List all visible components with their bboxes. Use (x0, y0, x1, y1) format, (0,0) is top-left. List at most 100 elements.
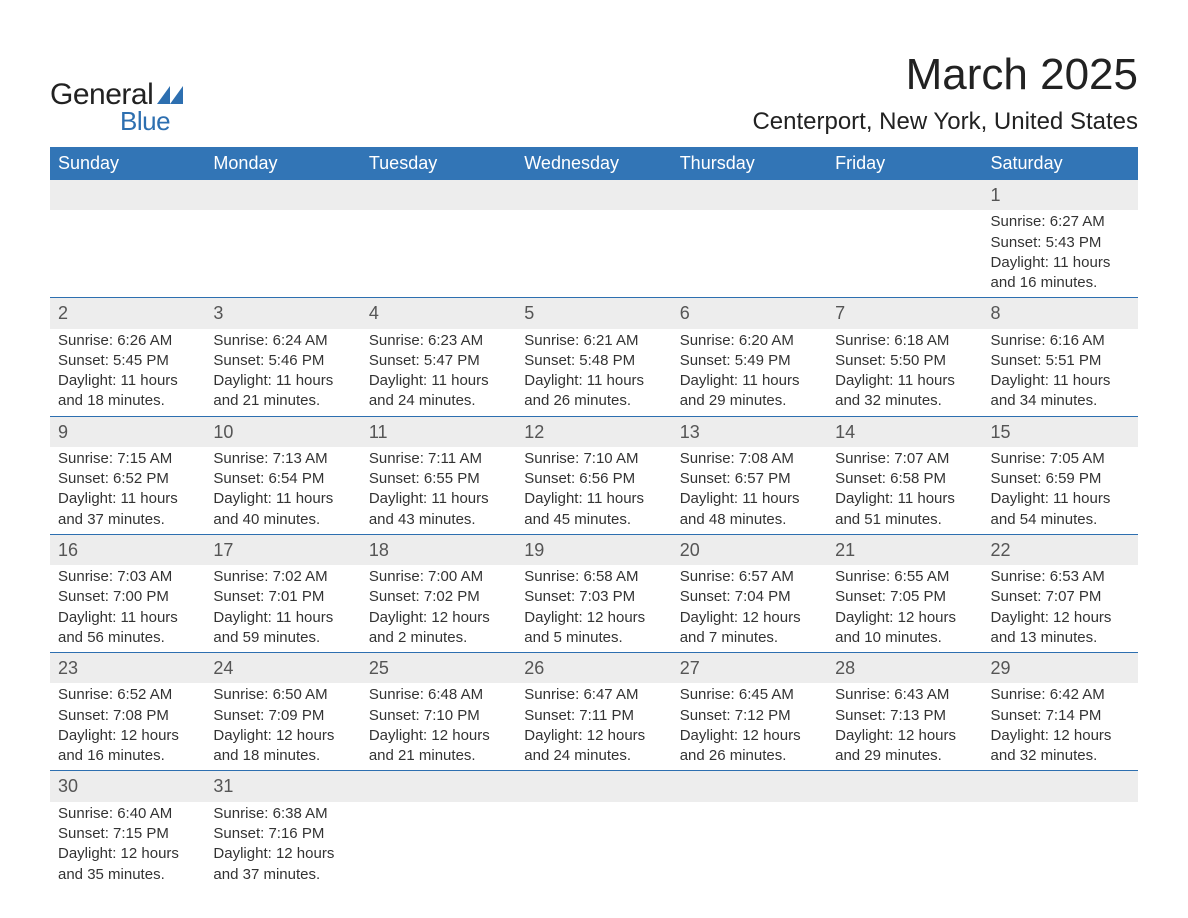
sunrise-text: Sunrise: 6:26 AM (58, 331, 197, 351)
sunrise-text: Sunrise: 6:52 AM (58, 685, 197, 705)
sunrise-text: Sunrise: 7:15 AM (58, 449, 197, 469)
day-number: 10 (205, 417, 360, 447)
daylight-text-2: and 43 minutes. (369, 510, 508, 530)
sunset-text: Sunset: 5:46 PM (213, 351, 352, 371)
day-detail-cell: Sunrise: 6:40 AMSunset: 7:15 PMDaylight:… (50, 802, 205, 889)
sunset-text: Sunset: 6:59 PM (991, 469, 1130, 489)
weekday-header: Friday (827, 147, 982, 180)
sunrise-text: Sunrise: 6:45 AM (680, 685, 819, 705)
sunrise-text: Sunrise: 6:23 AM (369, 331, 508, 351)
sunrise-text: Sunrise: 6:57 AM (680, 567, 819, 587)
sunset-text: Sunset: 7:09 PM (213, 706, 352, 726)
day-detail-cell: Sunrise: 6:55 AMSunset: 7:05 PMDaylight:… (827, 565, 982, 653)
day-number: 26 (516, 653, 671, 683)
day-number-cell (672, 180, 827, 210)
day-number: 27 (672, 653, 827, 683)
daylight-text-1: Daylight: 12 hours (213, 844, 352, 864)
day-detail-cell: Sunrise: 7:08 AMSunset: 6:57 PMDaylight:… (672, 447, 827, 535)
sunset-text: Sunset: 6:52 PM (58, 469, 197, 489)
day-number-cell: 25 (361, 653, 516, 684)
daynum-row: 16171819202122 (50, 534, 1138, 565)
daylight-text-1: Daylight: 12 hours (58, 844, 197, 864)
day-detail-cell (361, 210, 516, 298)
daylight-text-1: Daylight: 12 hours (835, 726, 974, 746)
sunset-text: Sunset: 6:55 PM (369, 469, 508, 489)
day-detail-cell: Sunrise: 7:11 AMSunset: 6:55 PMDaylight:… (361, 447, 516, 535)
sunset-text: Sunset: 7:04 PM (680, 587, 819, 607)
sunrise-text: Sunrise: 6:43 AM (835, 685, 974, 705)
weekday-header: Tuesday (361, 147, 516, 180)
day-number: 4 (361, 298, 516, 328)
daylight-text-1: Daylight: 11 hours (835, 371, 974, 391)
daylight-text-1: Daylight: 11 hours (524, 489, 663, 509)
day-number-cell: 9 (50, 416, 205, 447)
day-number-cell: 1 (983, 180, 1138, 210)
daylight-text-1: Daylight: 12 hours (991, 726, 1130, 746)
day-number-cell: 13 (672, 416, 827, 447)
daylight-text-2: and 26 minutes. (680, 746, 819, 766)
day-detail-cell: Sunrise: 6:27 AMSunset: 5:43 PMDaylight:… (983, 210, 1138, 298)
sunset-text: Sunset: 7:08 PM (58, 706, 197, 726)
daylight-text-2: and 56 minutes. (58, 628, 197, 648)
daylight-text-1: Daylight: 11 hours (58, 608, 197, 628)
sunset-text: Sunset: 5:48 PM (524, 351, 663, 371)
daylight-text-2: and 37 minutes. (58, 510, 197, 530)
day-detail-cell (50, 210, 205, 298)
sunset-text: Sunset: 5:50 PM (835, 351, 974, 371)
sunset-text: Sunset: 7:01 PM (213, 587, 352, 607)
daylight-text-2: and 34 minutes. (991, 391, 1130, 411)
sunset-text: Sunset: 7:03 PM (524, 587, 663, 607)
daylight-text-2: and 16 minutes. (58, 746, 197, 766)
daylight-text-2: and 32 minutes. (835, 391, 974, 411)
day-detail-cell: Sunrise: 6:23 AMSunset: 5:47 PMDaylight:… (361, 329, 516, 417)
sunset-text: Sunset: 7:10 PM (369, 706, 508, 726)
day-number-cell: 21 (827, 534, 982, 565)
day-number-cell: 4 (361, 298, 516, 329)
daylight-text-1: Daylight: 12 hours (680, 726, 819, 746)
sunrise-text: Sunrise: 7:02 AM (213, 567, 352, 587)
day-number-cell: 2 (50, 298, 205, 329)
day-detail-cell (205, 210, 360, 298)
daylight-text-2: and 40 minutes. (213, 510, 352, 530)
day-number: 20 (672, 535, 827, 565)
day-number-cell: 14 (827, 416, 982, 447)
day-number-cell: 18 (361, 534, 516, 565)
day-number: 12 (516, 417, 671, 447)
day-detail-cell (827, 802, 982, 889)
sunset-text: Sunset: 7:07 PM (991, 587, 1130, 607)
daynum-row: 1 (50, 180, 1138, 210)
sunset-text: Sunset: 7:13 PM (835, 706, 974, 726)
day-number-cell: 24 (205, 653, 360, 684)
day-detail-cell: Sunrise: 6:48 AMSunset: 7:10 PMDaylight:… (361, 683, 516, 771)
weekday-header: Thursday (672, 147, 827, 180)
day-detail-cell: Sunrise: 6:43 AMSunset: 7:13 PMDaylight:… (827, 683, 982, 771)
day-detail-cell (516, 802, 671, 889)
daylight-text-2: and 48 minutes. (680, 510, 819, 530)
day-number-cell (205, 180, 360, 210)
daylight-text-2: and 59 minutes. (213, 628, 352, 648)
sunrise-text: Sunrise: 6:48 AM (369, 685, 508, 705)
day-detail-row: Sunrise: 6:52 AMSunset: 7:08 PM Daylight:… (50, 683, 1138, 771)
sunrise-text: Sunrise: 6:47 AM (524, 685, 663, 705)
weekday-header: Monday (205, 147, 360, 180)
day-number: 11 (361, 417, 516, 447)
brand-word-2: Blue (120, 106, 183, 137)
daylight-text-1: Daylight: 12 hours (524, 726, 663, 746)
day-number-cell (361, 771, 516, 802)
sunrise-text: Sunrise: 6:53 AM (991, 567, 1130, 587)
sunset-text: Sunset: 7:11 PM (524, 706, 663, 726)
sunset-text: Sunset: 7:16 PM (213, 824, 352, 844)
sunrise-text: Sunrise: 6:42 AM (991, 685, 1130, 705)
sunset-text: Sunset: 7:15 PM (58, 824, 197, 844)
day-number-cell: 15 (983, 416, 1138, 447)
day-detail-cell: Sunrise: 6:57 AMSunset: 7:04 PMDaylight:… (672, 565, 827, 653)
day-number: 5 (516, 298, 671, 328)
daylight-text-1: Daylight: 12 hours (369, 726, 508, 746)
day-number-cell: 31 (205, 771, 360, 802)
day-detail-cell: Sunrise: 6:52 AMSunset: 7:08 PMDaylight:… (50, 683, 205, 771)
day-detail-cell (672, 802, 827, 889)
day-number-cell (361, 180, 516, 210)
daylight-text-1: Daylight: 11 hours (991, 371, 1130, 391)
daylight-text-1: Daylight: 11 hours (369, 489, 508, 509)
weekday-header: Wednesday (516, 147, 671, 180)
